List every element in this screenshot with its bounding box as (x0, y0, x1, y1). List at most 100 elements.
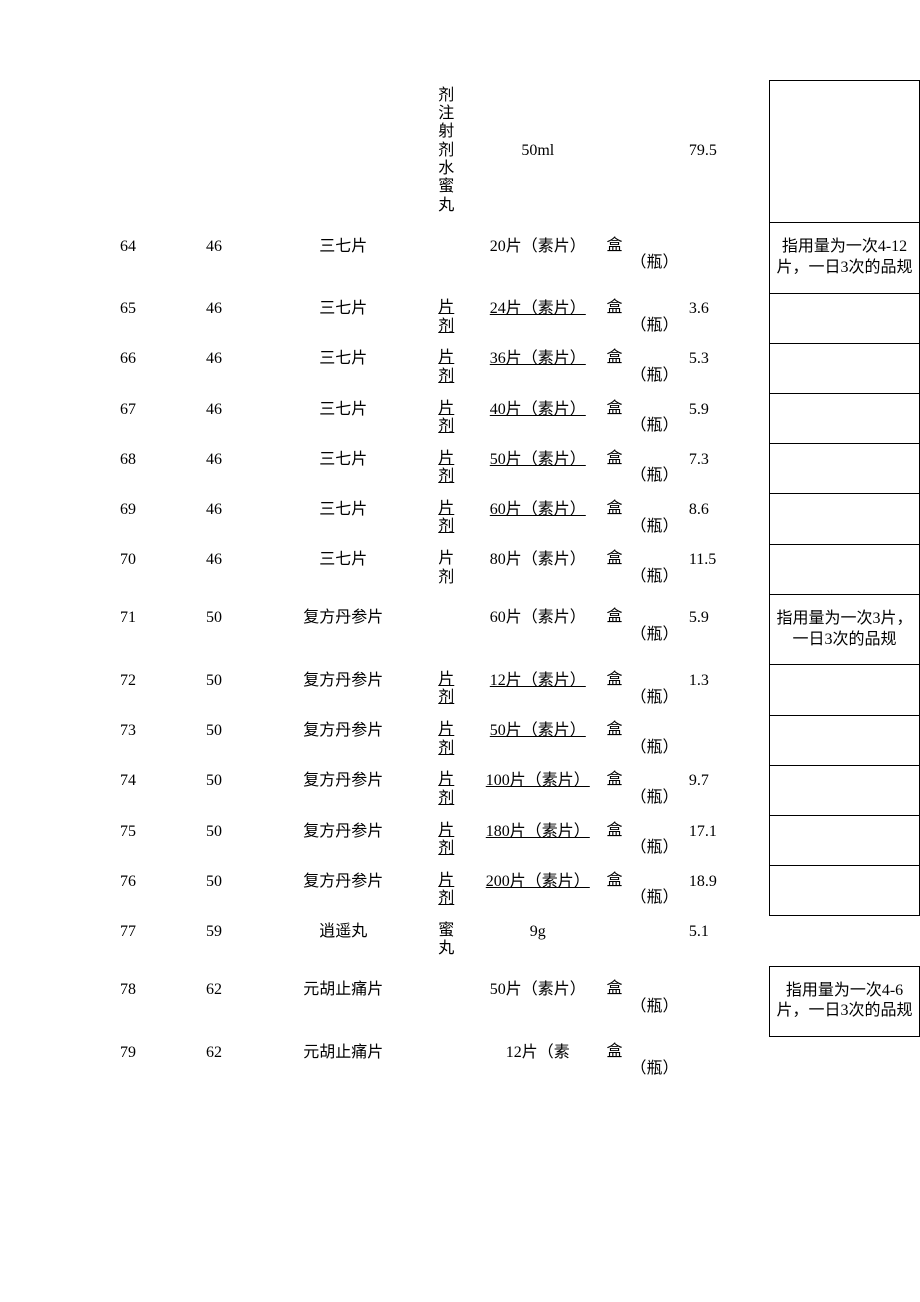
cell-name: 复方丹参片 (263, 665, 423, 715)
unit-text: 盒（瓶） (606, 771, 688, 806)
cell-spec: 50ml (469, 81, 606, 223)
cell-spec: 50片（素片） (469, 444, 606, 494)
form-text: 片剂 (438, 671, 454, 708)
cell-code: 46 (206, 343, 263, 393)
cell-name: 复方丹参片 (263, 765, 423, 815)
spec-text: 200片（素片） (486, 873, 590, 890)
cell-spec: 80片（素片） (469, 544, 606, 594)
cell-note (770, 866, 920, 916)
form-text: 片剂 (438, 822, 454, 859)
unit-text: 盒（瓶） (606, 450, 688, 485)
spec-text: 50片（素片） (490, 981, 586, 998)
table-row: 6846三七片片剂50片（素片）盒（瓶）7.3 (0, 444, 920, 494)
cell-seq: 69 (0, 494, 206, 544)
cell-price: 5.9 (689, 594, 770, 665)
form-text: 片剂 (438, 721, 454, 758)
cell-form (423, 223, 469, 294)
spec-text: 40片（素片） (490, 401, 586, 418)
unit-text: 盒（瓶） (606, 237, 688, 272)
cell-unit: 盒（瓶） (606, 544, 688, 594)
cell-seq: 77 (0, 916, 206, 966)
cell-code: 59 (206, 916, 263, 966)
unit-text: 盒（瓶） (606, 721, 688, 756)
cell-spec: 9g (469, 916, 606, 966)
cell-spec: 20片（素片） (469, 223, 606, 294)
unit-text: 盒（瓶） (606, 608, 688, 643)
cell-note (770, 81, 920, 223)
cell-seq: 71 (0, 594, 206, 665)
cell-unit: 盒（瓶） (606, 223, 688, 294)
form-text: 片剂 (438, 771, 454, 808)
cell-name: 三七片 (263, 293, 423, 343)
table-row: 6946三七片片剂60片（素片）盒（瓶）8.6 (0, 494, 920, 544)
cell-form: 片剂 (423, 444, 469, 494)
cell-name (263, 81, 423, 223)
cell-form: 片剂 (423, 343, 469, 393)
cell-form (423, 966, 469, 1037)
cell-price: 9.7 (689, 765, 770, 815)
cell-unit (606, 916, 688, 966)
cell-name: 复方丹参片 (263, 866, 423, 916)
cell-seq: 70 (0, 544, 206, 594)
form-text: 片剂 (438, 500, 454, 537)
cell-price: 3.6 (689, 293, 770, 343)
table-row: 7650复方丹参片片剂200片（素片）盒（瓶）18.9 (0, 866, 920, 916)
table-row: 7759逍遥丸蜜丸9g5.1 (0, 916, 920, 966)
unit-text: 盒（瓶） (606, 822, 688, 857)
cell-unit: 盒（瓶） (606, 816, 688, 866)
table-row: 7450复方丹参片片剂 100片（素片） 盒（瓶）9.7 (0, 765, 920, 815)
cell-price: 5.3 (689, 343, 770, 393)
cell-form: 片剂 (423, 544, 469, 594)
cell-code: 50 (206, 594, 263, 665)
unit-text: 盒（瓶） (606, 550, 688, 585)
cell-note (770, 665, 920, 715)
cell-spec: 50片（素片） (469, 966, 606, 1037)
cell-code: 50 (206, 665, 263, 715)
cell-note (770, 816, 920, 866)
spec-text: 60片（素片） (490, 609, 586, 626)
form-text: 蜜丸 (438, 922, 454, 959)
cell-form (423, 594, 469, 665)
cell-seq: 76 (0, 866, 206, 916)
cell-name: 复方丹参片 (263, 594, 423, 665)
unit-text: 盒（瓶） (606, 400, 688, 435)
cell-spec: 36片（素片） (469, 343, 606, 393)
cell-code: 62 (206, 1037, 263, 1084)
unit-text: 盒（瓶） (606, 872, 688, 907)
cell-code: 50 (206, 765, 263, 815)
cell-code: 62 (206, 966, 263, 1037)
unit-text: 盒（瓶） (606, 671, 688, 706)
spec-text: 100片（素片） (486, 772, 590, 789)
cell-note: 指用量为一次4-12片，一日3次的品规 (770, 223, 920, 294)
unit-text: 盒（瓶） (606, 349, 688, 384)
cell-seq: 74 (0, 765, 206, 815)
cell-code: 50 (206, 816, 263, 866)
cell-seq: 72 (0, 665, 206, 715)
cell-form: 片剂 (423, 665, 469, 715)
cell-note (770, 544, 920, 594)
cell-form: 片剂 (423, 816, 469, 866)
table-row-top: 剂注射剂水蜜丸 50ml 79.5 (0, 81, 920, 223)
cell-seq: 68 (0, 444, 206, 494)
cell-code: 46 (206, 444, 263, 494)
cell-form: 片剂 (423, 293, 469, 343)
cell-seq: 79 (0, 1037, 206, 1084)
table-row: 7962元胡止痛片12片（素盒（瓶） (0, 1037, 920, 1084)
cell-code: 46 (206, 544, 263, 594)
cell-unit: 盒（瓶） (606, 665, 688, 715)
cell-price (689, 223, 770, 294)
cell-form: 片剂 (423, 866, 469, 916)
cell-unit: 盒（瓶） (606, 715, 688, 765)
cell-code: 46 (206, 394, 263, 444)
spec-text: 9g (530, 923, 546, 940)
spec-text: 50片（素片） (490, 451, 586, 468)
spec-text: 12片（素 (506, 1044, 570, 1061)
cell-spec: 12片（素 (469, 1037, 606, 1084)
cell-unit: 盒（瓶） (606, 293, 688, 343)
cell-spec: 200片（素片） (469, 866, 606, 916)
cell-price: 18.9 (689, 866, 770, 916)
cell-code: 46 (206, 223, 263, 294)
cell-note (770, 343, 920, 393)
table-row: 7350复方丹参片片剂50片（素片）盒（瓶） (0, 715, 920, 765)
cell-price: 79.5 (689, 81, 770, 223)
